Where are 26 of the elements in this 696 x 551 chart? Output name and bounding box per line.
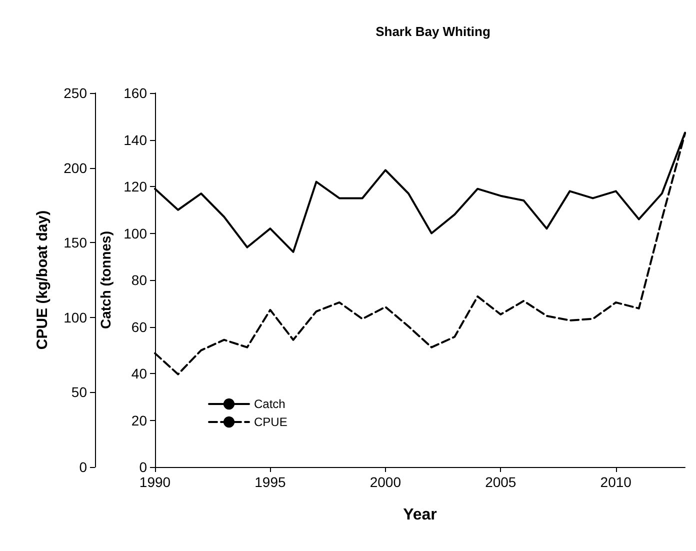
x-tick-label: 1995: [254, 474, 286, 490]
x-tick-label: 2005: [485, 474, 516, 490]
y-tick-label: 40: [131, 366, 148, 382]
x-tick-label: 2010: [600, 474, 632, 490]
y2-tick-label: 200: [64, 160, 88, 176]
y-tick-label: 60: [131, 318, 148, 335]
y-tick-label: 0: [139, 459, 148, 475]
legend-label: CPUE: [254, 415, 288, 429]
y-tick-label: 100: [124, 225, 148, 242]
y2-axis-title: CPUE (kg/boat day): [34, 210, 51, 350]
x-tick-label: 1990: [139, 474, 171, 490]
x-axis-title: Year: [403, 506, 437, 524]
y-axis-title: Catch (tonnes): [98, 231, 114, 329]
y-tick-label: 160: [124, 85, 148, 101]
y2-tick-label: 100: [64, 309, 88, 326]
x-tick-label: 2000: [370, 474, 402, 490]
y-tick-label: 20: [131, 412, 148, 428]
y2-tick-label: 150: [64, 234, 88, 251]
y-tick-label: 120: [124, 178, 148, 194]
legend-label: Catch: [254, 397, 286, 411]
y-tick-label: 80: [131, 272, 148, 288]
y2-tick-label: 50: [71, 384, 88, 400]
y2-tick-label: 250: [64, 85, 88, 101]
y-tick-label: 140: [124, 132, 148, 148]
chart-title: Shark Bay Whiting: [376, 24, 490, 39]
y2-tick-label: 0: [79, 459, 88, 475]
